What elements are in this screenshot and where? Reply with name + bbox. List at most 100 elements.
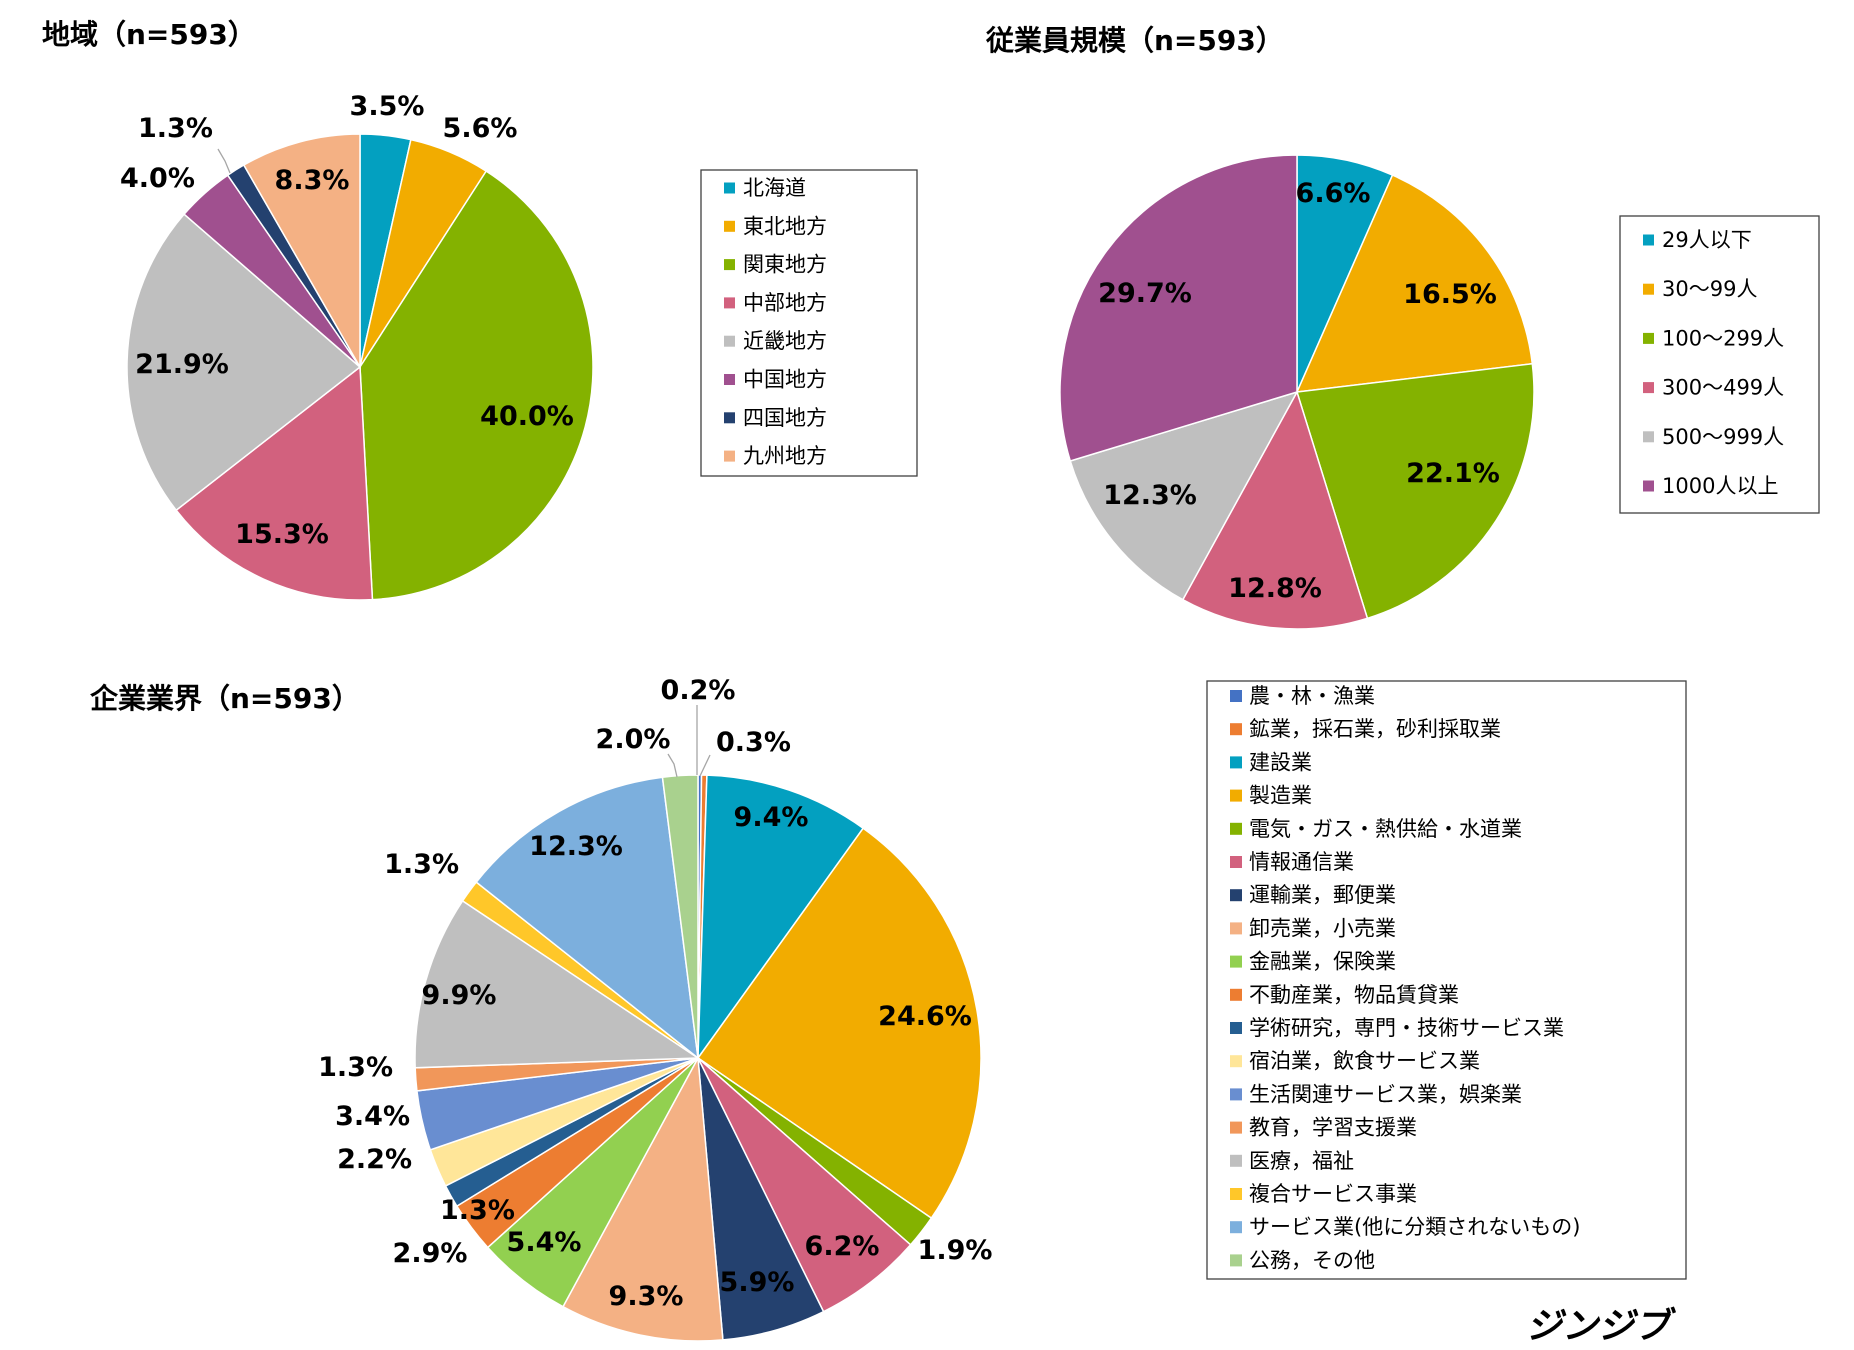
legend-item-label: 鉱業，採石業，砂利採取業 [1249,717,1501,741]
data-label: 1.3% [138,113,213,144]
legend-item-label: 中部地方 [743,291,827,315]
pie-slice [175,365,374,601]
data-label: 12.3% [529,831,623,862]
legend-swatch [1643,480,1654,492]
legend-swatch [724,412,735,424]
data-label: 1.3% [440,1195,515,1226]
legend-swatch [1230,822,1242,835]
legend-item-label: 関東地方 [743,253,827,277]
legend-item-label: 29人以下 [1662,228,1752,252]
legend-item-label: 生活関連サービス業，娯楽業 [1249,1082,1522,1106]
data-label: 12.8% [1228,573,1322,604]
data-label: 29.7% [1098,278,1192,309]
legend-item-label: 医療，福祉 [1249,1149,1354,1173]
legend-item-label: 教育，学習支援業 [1249,1116,1417,1140]
legend-swatch [1230,988,1242,1001]
legend-swatch [724,450,735,462]
legend-item-label: 100～299人 [1662,326,1784,350]
legend: 農・林・漁業鉱業，採石業，砂利採取業建設業製造業電気・ガス・熱供給・水道業情報通… [1206,680,1687,1280]
pie-slice [1296,362,1535,620]
legend-swatch [724,220,735,232]
pie-slice [359,170,594,601]
legend-item-label: 30～99人 [1662,277,1757,301]
legend-item-label: 九州地方 [743,444,827,468]
legend-swatch [1230,889,1242,902]
data-label: 2.2% [337,1144,412,1175]
data-label: 9.3% [609,1281,684,1312]
legend-swatch [1230,1088,1242,1101]
data-label: 5.6% [443,113,518,144]
legend-swatch [1230,1221,1242,1234]
legend-item-label: 金融業，保険業 [1249,950,1396,974]
legend-item-label: 近畿地方 [743,329,827,353]
pie-slice [1181,390,1369,630]
brand-logo: ジンジブ [1526,1306,1676,1347]
data-label: 40.0% [480,401,574,432]
chart-title: 企業業界（n=593） [90,682,360,715]
legend-box [1206,680,1687,1280]
data-label: 5.9% [720,1267,795,1298]
legend-swatch [1230,789,1242,802]
pie-slice [414,899,701,1069]
legend-swatch [1643,332,1654,344]
legend-item-label: 中国地方 [743,368,827,392]
data-label: 9.4% [734,802,809,833]
legend-item-label: 建設業 [1249,750,1312,774]
data-label: 2.9% [393,1238,468,1269]
legend-swatch [1230,955,1242,968]
leader-line [667,753,678,778]
legend-swatch [1230,1121,1242,1134]
data-label: 3.4% [335,1101,410,1132]
pie-slice [697,774,865,1061]
legend-swatch [1230,856,1242,868]
legend-swatch [1230,1154,1242,1167]
pie-slice [475,776,699,1060]
leader-line [217,148,231,174]
legend-item-label: 複合サービス事業 [1249,1182,1417,1206]
data-label: 15.3% [235,519,329,550]
data-label: 2.0% [596,724,671,755]
legend-item-label: 卸売業，小売業 [1249,916,1396,940]
data-label: 1.9% [918,1235,993,1266]
legend-swatch [724,374,735,385]
data-label: 22.1% [1406,458,1500,489]
data-label: 3.5% [350,91,425,122]
pie-slice [1295,174,1534,393]
chart-title: 従業員規模（n=593） [985,24,1284,57]
pie-slice [1059,154,1298,462]
pie-chart-3: 企業業界（n=593） 0.2% 0.3% 9.4% 24.6% 1.9% 6.2% 5.9%… [90,675,1687,1342]
legend-item-label: 製造業 [1249,784,1312,808]
data-label: 6.6% [1296,178,1371,209]
leader-line [699,754,711,777]
legend-item-label: 500～999人 [1662,425,1784,449]
data-label: 0.2% [661,675,736,706]
data-label: 1.3% [384,849,459,880]
legend-swatch [724,182,735,194]
legend-swatch [1643,382,1654,394]
legend-item-label: 1000人以上 [1662,474,1778,498]
pie-slice [561,1055,724,1342]
legend-swatch [1230,1022,1242,1034]
legend-item-label: サービス業(他に分類されないもの) [1249,1215,1580,1239]
pie-chart-2: 従業員規模（n=593） 6.6% 16.5% 22.1% 12.8% 12.3% 29.7… [985,24,1820,630]
legend-item-label: 公務，その他 [1249,1248,1375,1272]
data-label: 24.6% [878,1001,972,1032]
legend-swatch [1230,1188,1242,1200]
pie-slice [661,774,699,1059]
data-label: 9.9% [422,980,497,1011]
legend-swatch [1230,1254,1242,1267]
data-label: 6.2% [805,1231,880,1262]
legend-swatch [1643,234,1654,246]
legend-box [700,169,918,477]
legend-item-label: 300～499人 [1662,376,1784,400]
legend-box [1619,215,1820,514]
legend-swatch [724,335,735,347]
pie-slice [696,827,982,1220]
data-label: 1.3% [318,1052,393,1083]
legend-item-label: 東北地方 [743,214,827,238]
data-label: 0.3% [716,727,791,758]
legend-item-label: 宿泊業，飲食サービス業 [1249,1049,1480,1073]
chart-title: 地域（n=593） [42,18,256,51]
